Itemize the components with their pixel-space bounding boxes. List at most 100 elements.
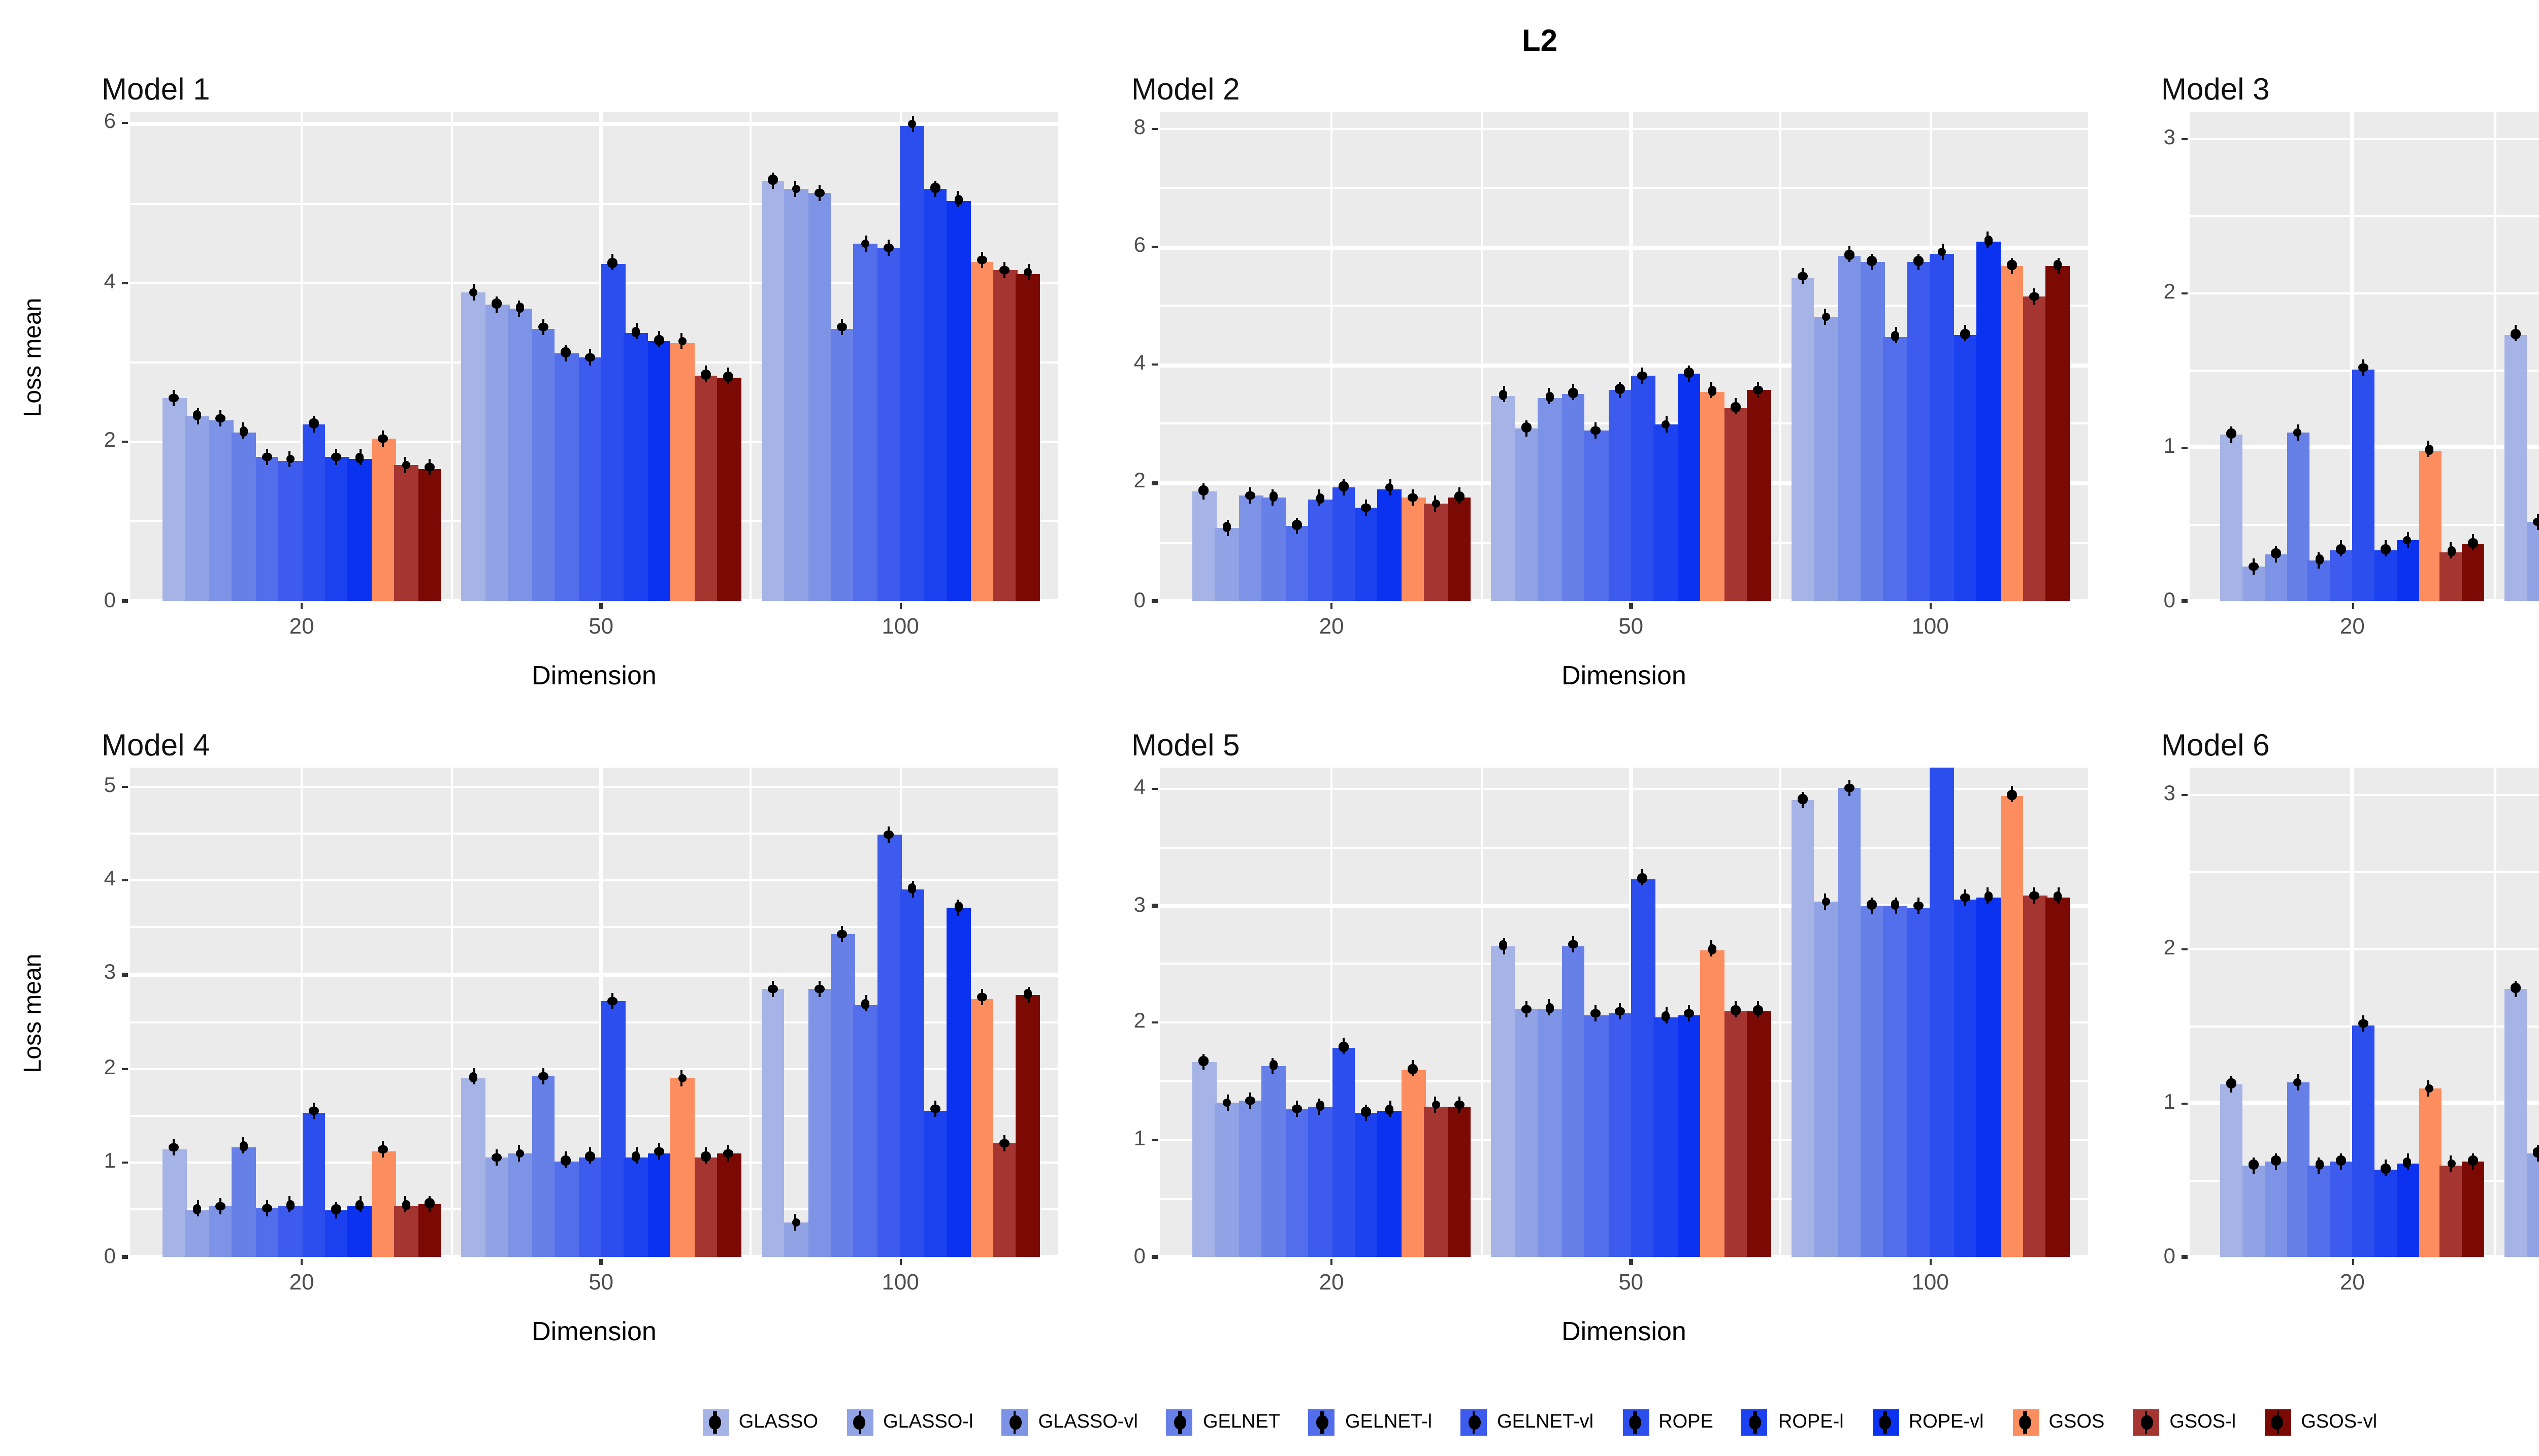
y-tick-label: 1 [104, 1149, 116, 1174]
bar-GLASSO-dim20 [1192, 1063, 1216, 1257]
bar-GLASSO-vl-dim20 [2264, 1162, 2287, 1257]
bar-GELNET-vl-dim100 [1907, 907, 1931, 1257]
gridline-minor-x [750, 112, 752, 601]
bar-ROPE-dim50 [1631, 376, 1655, 601]
point-GSOS-l-dim20 [1431, 1100, 1441, 1110]
legend-key-GLASSO-vl [1001, 1409, 1028, 1436]
bar-ROPE-dim20 [2352, 1024, 2375, 1257]
legend-pointrange-dot [709, 1415, 722, 1431]
bar-GELNET-dim50 [531, 1077, 556, 1257]
bar-GSOS-l-dim20 [2440, 551, 2463, 601]
bar-ROPE-l-dim20 [324, 1211, 349, 1257]
point-GLASSO-vl-dim20 [2270, 549, 2280, 559]
point-GLASSO-l-dim50 [1521, 423, 1532, 433]
bar-ROPE-vl-dim50 [647, 1152, 671, 1257]
bar-ROPE-vl-dim20 [2396, 1163, 2419, 1257]
x-tickmark [1929, 603, 1932, 609]
y-tickmark [122, 1255, 128, 1259]
bar-GLASSO-l-dim20 [1215, 1103, 1240, 1257]
point-GELNET-l-dim50 [1591, 425, 1601, 435]
point-GSOS-vl-dim20 [2468, 538, 2478, 548]
bar-ROPE-vl-dim20 [1378, 1110, 1402, 1257]
x-tick-label: 100 [1911, 1271, 1949, 1296]
point-GSOS-vl-dim100 [1023, 267, 1033, 277]
legend-label: GELNET-l [1345, 1411, 1433, 1434]
point-GSOS-dim20 [1408, 492, 1418, 503]
bar-GLASSO-l-dim100 [1814, 902, 1838, 1257]
point-ROPE-l-dim20 [1361, 1107, 1371, 1117]
point-ROPE-dim100 [907, 884, 917, 894]
gridline-minor [130, 1020, 1058, 1023]
point-GLASSO-l-dim20 [192, 1204, 202, 1214]
point-ROPE-l-dim100 [930, 1104, 940, 1114]
point-GELNET-l-dim100 [861, 999, 870, 1009]
x-tickmark [300, 603, 303, 609]
legend-key-GSOS-l [2133, 1409, 2160, 1436]
bar-ROPE-l-dim50 [624, 333, 648, 601]
x-tick-label: 50 [1618, 1271, 1644, 1296]
point-GSOS-l-dim100 [2030, 890, 2040, 900]
point-GELNET-dim20 [1268, 492, 1279, 502]
y-tickmark [122, 879, 128, 882]
legend-item-GELNET: GELNET [1166, 1409, 1280, 1436]
y-tickmark [2182, 446, 2188, 449]
gridline-minor [130, 202, 1058, 204]
point-GSOS-dim100 [2006, 790, 2016, 800]
bar-GLASSO-dim50 [2504, 335, 2527, 601]
point-GSOS-vl-dim50 [724, 1148, 734, 1159]
bar-ROPE-dim20 [302, 424, 325, 601]
point-GELNET-dim20 [239, 426, 249, 436]
point-ROPE-l-dim20 [332, 452, 341, 461]
bar-GELNET-dim100 [1861, 262, 1884, 601]
bar-ROPE-vl-dim50 [1677, 374, 1701, 601]
bar-GSOS-dim20 [1401, 1070, 1425, 1257]
point-GLASSO-vl-dim100 [815, 984, 824, 994]
point-ROPE-vl-dim100 [954, 902, 963, 912]
gridline-minor-x [1480, 768, 1482, 1257]
bar-GLASSO-vl-dim20 [209, 1207, 233, 1257]
y-tickmark [122, 281, 128, 284]
legend-item-ROPE-vl: ROPE-vl [1872, 1409, 1984, 1436]
gridline-minor-x [450, 112, 452, 601]
bar-ROPE-l-dim20 [2374, 1169, 2397, 1257]
point-GLASSO-dim20 [1199, 486, 1209, 496]
bar-GLASSO-vl-dim100 [1837, 255, 1862, 601]
point-GELNET-l-dim50 [561, 348, 571, 357]
point-ROPE-vl-dim20 [2402, 535, 2412, 545]
gridline-major-x [2351, 112, 2354, 601]
point-GELNET-vl-dim20 [2336, 544, 2346, 554]
bar-GSOS-dim20 [371, 439, 396, 601]
bar-GELNET-vl-dim50 [578, 1157, 602, 1257]
bar-GLASSO-vl-dim20 [2264, 555, 2287, 601]
bar-GSOS-vl-dim50 [1747, 1011, 1771, 1257]
bar-ROPE-l-dim20 [324, 457, 349, 601]
bar-GELNET-l-dim100 [1883, 906, 1908, 1257]
point-GELNET-dim50 [538, 1071, 548, 1081]
legend-item-GSOS: GSOS [2012, 1409, 2104, 1436]
bar-ROPE-l-dim100 [923, 1110, 948, 1257]
point-GLASSO-l-dim100 [791, 184, 801, 193]
point-ROPE-l-dim20 [1361, 503, 1371, 512]
bar-GLASSO-dim20 [1192, 492, 1216, 601]
bar-ROPE-l-dim50 [624, 1157, 648, 1257]
bar-GSOS-dim50 [670, 342, 695, 601]
y-tickmark [122, 785, 128, 788]
point-ROPE-vl-dim50 [654, 335, 664, 345]
point-GELNET-vl-dim100 [1914, 901, 1924, 911]
bar-GLASSO-vl-dim50 [1538, 1009, 1562, 1257]
point-GLASSO-dim50 [469, 1072, 478, 1082]
y-tickmark [1152, 1255, 1158, 1259]
point-ROPE-vl-dim20 [1385, 482, 1394, 492]
legend-key-GSOS [2012, 1409, 2039, 1436]
gridline-major [1160, 904, 2088, 908]
point-GSOS-l-dim20 [401, 460, 411, 470]
legend-key-GELNET-l [1309, 1409, 1335, 1436]
bar-GLASSO-dim100 [1791, 277, 1815, 601]
panel-plot-area-model-6 [2190, 768, 2539, 1257]
x-axis-title-model-2: Dimension [1561, 660, 1686, 690]
x-axis-title-model-6: Dimension [2508, 1316, 2539, 1346]
point-GSOS-l-dim100 [1000, 265, 1010, 275]
legend-pointrange-dot [1629, 1415, 1642, 1431]
gridline-major [2190, 291, 2539, 295]
bar-GSOS-l-dim20 [394, 466, 418, 601]
